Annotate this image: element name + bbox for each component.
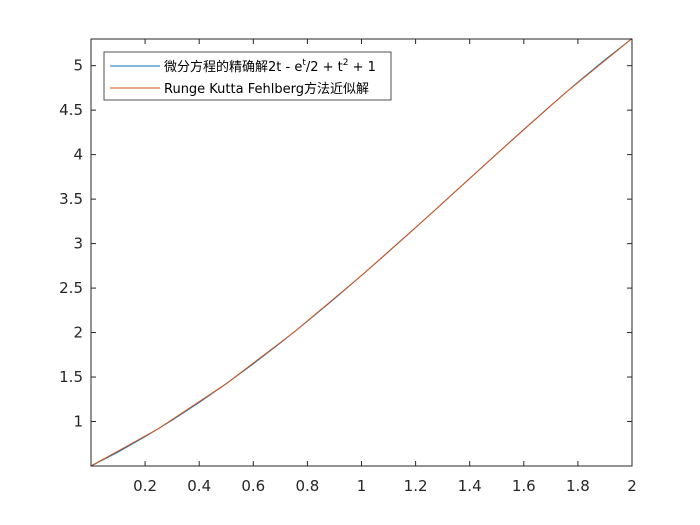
x-tick-label: 2	[627, 477, 637, 495]
legend: 微分方程的精确解2t - et/2 + t2 + 1 Runge Kutta F…	[103, 51, 392, 101]
legend-label-exact-sup-t: t	[302, 58, 306, 68]
y-tick-label: 4.5	[59, 101, 83, 119]
y-tick-label: 1	[73, 413, 83, 431]
y-tick-label: 5	[73, 57, 83, 75]
legend-label-rkf-approximation: Runge Kutta Fehlberg方法近似解	[164, 81, 369, 97]
tick-layer: 0.2 0.4 0.6 0.8 1 1.2 1.4 1.6 1.8 2 1 1.5 2 2.5 3 3.5 4 4…	[59, 39, 637, 495]
x-tick-label: 1.4	[458, 477, 482, 495]
legend-label-exact-mid: /2 + t	[306, 60, 343, 75]
series-line-rkf-approximation	[90, 38, 633, 467]
x-tick-label: 0.6	[241, 477, 265, 495]
legend-label-exact-solution: 微分方程的精确解2t - et/2 + t2 + 1	[164, 58, 376, 75]
x-tick-label: 1.2	[404, 477, 428, 495]
x-tick-label: 0.4	[187, 477, 211, 495]
y-tick-label: 3.5	[59, 190, 83, 208]
x-tick-label: 1.6	[512, 477, 536, 495]
y-tick-label: 1.5	[59, 368, 83, 386]
y-tick-label: 2.5	[59, 279, 83, 297]
legend-label-exact-sup-2: 2	[343, 58, 349, 68]
legend-box	[103, 51, 392, 101]
legend-label-exact-prefix: 微分方程的精确解2t - e	[164, 59, 302, 75]
x-tick-label: 1	[357, 477, 367, 495]
x-tick-label: 0.2	[133, 477, 157, 495]
plot-area	[91, 39, 632, 466]
x-tick-label: 0.8	[295, 477, 319, 495]
y-tick-label: 3	[73, 235, 83, 253]
y-tick-label: 2	[73, 324, 83, 342]
x-tick-label: 1.8	[566, 477, 590, 495]
legend-label-exact-suffix: + 1	[349, 60, 376, 75]
series-layer	[90, 38, 633, 467]
y-tick-label: 4	[73, 146, 83, 164]
